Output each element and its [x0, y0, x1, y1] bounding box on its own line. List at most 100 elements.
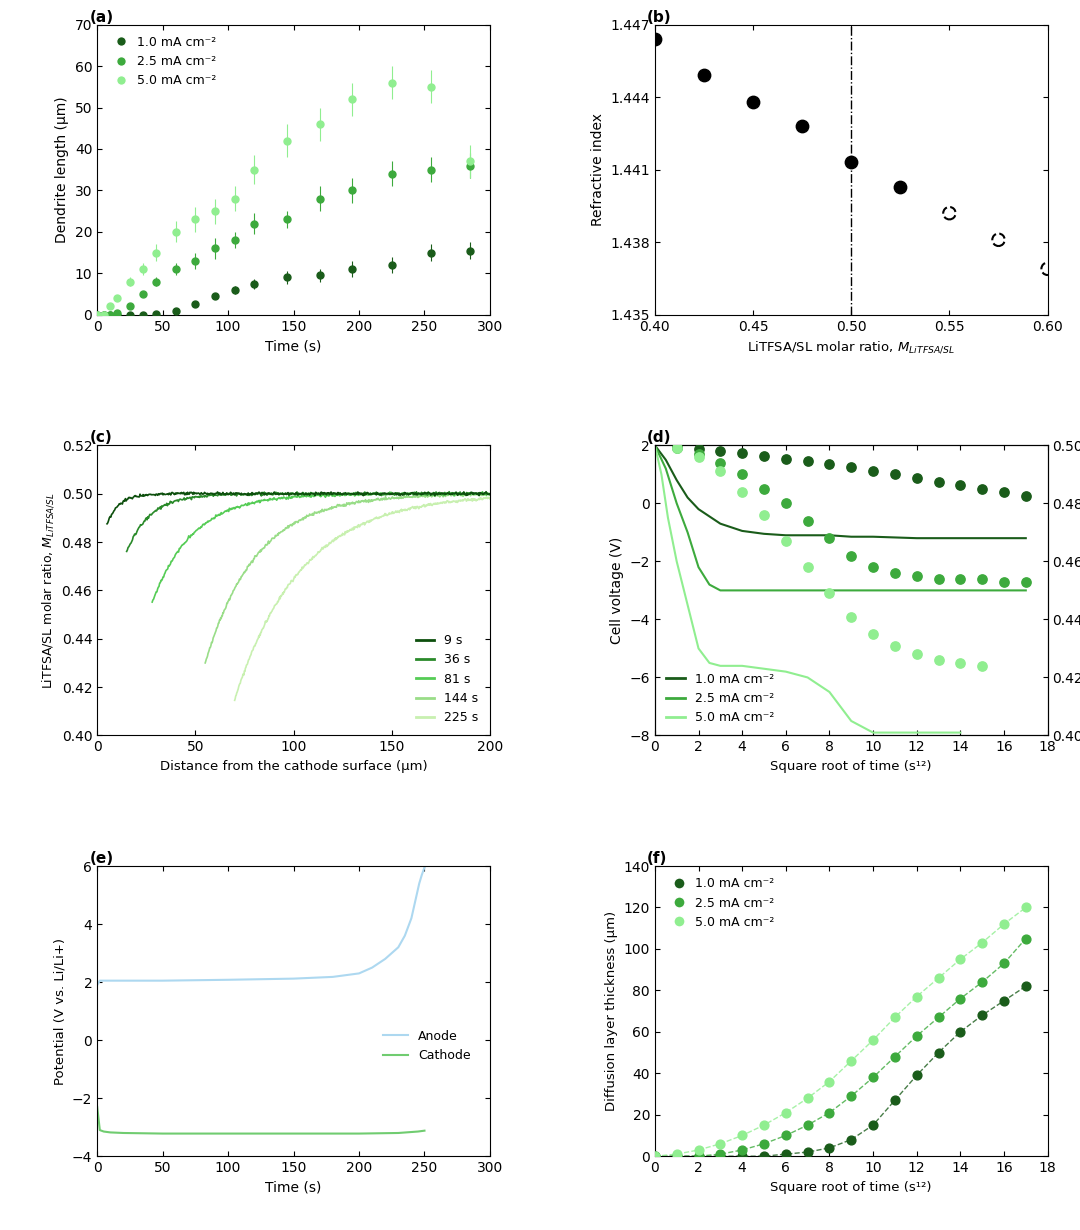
Anode [399, 929, 411, 943]
X-axis label: Time (s): Time (s) [266, 1181, 322, 1194]
Anode [407, 899, 420, 914]
Point [669, 1146, 686, 1166]
Text: (e): (e) [90, 851, 113, 866]
Point [930, 1043, 947, 1063]
Point [864, 461, 881, 481]
Point [778, 531, 795, 551]
Point [799, 451, 816, 471]
Legend: 1.0 mA cm⁻², 2.5 mA cm⁻², 5.0 mA cm⁻²: 1.0 mA cm⁻², 2.5 mA cm⁻², 5.0 mA cm⁻² [104, 31, 221, 92]
Cathode [117, 1125, 130, 1140]
Point [821, 583, 838, 603]
Point [908, 469, 926, 488]
Anode [366, 961, 379, 975]
Cathode [97, 1124, 110, 1139]
Point [973, 478, 990, 498]
Point [733, 1125, 751, 1145]
Point [690, 439, 707, 459]
Point [821, 454, 838, 474]
Point [669, 438, 686, 458]
Point [669, 438, 686, 458]
Point [842, 1086, 860, 1106]
Point [755, 1146, 772, 1166]
Point [887, 636, 904, 656]
Point [778, 1144, 795, 1164]
Point [864, 1068, 881, 1087]
Point [690, 444, 707, 464]
X-axis label: Distance from the cathode surface (μm): Distance from the cathode surface (μm) [160, 760, 428, 772]
Anode [418, 860, 431, 875]
Point [712, 442, 729, 461]
Cathode [418, 1123, 431, 1138]
Point [973, 1005, 990, 1025]
Point [1017, 572, 1035, 592]
Anode [392, 940, 405, 954]
Point [646, 1146, 663, 1166]
Point [996, 572, 1013, 592]
Point [799, 1089, 816, 1108]
Point [908, 1026, 926, 1046]
Point [930, 651, 947, 670]
Cathode [157, 1127, 170, 1141]
Point [733, 444, 751, 464]
Point [930, 1007, 947, 1027]
Point [690, 1146, 707, 1166]
Point [887, 465, 904, 485]
Line: Anode: Anode [97, 867, 424, 985]
Point [842, 153, 860, 172]
Anode [352, 966, 365, 980]
Point [1017, 486, 1035, 506]
Point [778, 1125, 795, 1145]
Anode [410, 888, 423, 903]
Legend: 1.0 mA cm⁻², 2.5 mA cm⁻², 5.0 mA cm⁻²: 1.0 mA cm⁻², 2.5 mA cm⁻², 5.0 mA cm⁻² [661, 872, 780, 934]
Point [1017, 898, 1035, 918]
Point [973, 972, 990, 991]
Point [799, 1116, 816, 1135]
Point [951, 1022, 969, 1042]
Point [733, 482, 751, 502]
Cathode [91, 1100, 104, 1114]
Text: (d): (d) [647, 430, 672, 445]
Point [996, 991, 1013, 1011]
Text: (a): (a) [90, 10, 113, 25]
Anode [405, 911, 418, 926]
Point [951, 950, 969, 969]
Anode [326, 969, 339, 984]
Point [842, 458, 860, 477]
Anode [91, 978, 104, 993]
Point [799, 557, 816, 577]
Point [887, 1091, 904, 1111]
X-axis label: Square root of time (s¹²): Square root of time (s¹²) [770, 760, 932, 772]
Anode [93, 973, 106, 988]
Point [887, 1047, 904, 1066]
Point [908, 645, 926, 664]
Anode [416, 867, 429, 882]
Point [842, 546, 860, 566]
Cathode [93, 1123, 106, 1138]
Point [755, 446, 772, 466]
Point [690, 446, 707, 466]
Point [842, 1130, 860, 1150]
Point [733, 1140, 751, 1160]
Point [755, 506, 772, 525]
Point [1017, 929, 1035, 948]
X-axis label: LiTFSA/SL molar ratio, $M_{LiTFSA/SL}$: LiTFSA/SL molar ratio, $M_{LiTFSA/SL}$ [747, 339, 956, 355]
Cathode [411, 1124, 424, 1139]
Point [996, 914, 1013, 934]
X-axis label: Time (s): Time (s) [266, 339, 322, 353]
Point [669, 437, 686, 456]
Point [941, 203, 958, 223]
Point [712, 461, 729, 481]
Point [930, 968, 947, 988]
Point [821, 1103, 838, 1123]
Point [821, 529, 838, 549]
X-axis label: Square root of time (s¹²): Square root of time (s¹²) [770, 1181, 932, 1193]
Point [669, 1144, 686, 1164]
Point [996, 482, 1013, 502]
Point [755, 1134, 772, 1154]
Point [864, 1116, 881, 1135]
Cathode [392, 1125, 405, 1140]
Y-axis label: LiTFSA/SL molar ratio, $M_{LiTFSA/SL}$: LiTFSA/SL molar ratio, $M_{LiTFSA/SL}$ [40, 492, 56, 689]
Cathode [287, 1127, 300, 1141]
Point [712, 453, 729, 472]
Point [864, 1031, 881, 1050]
